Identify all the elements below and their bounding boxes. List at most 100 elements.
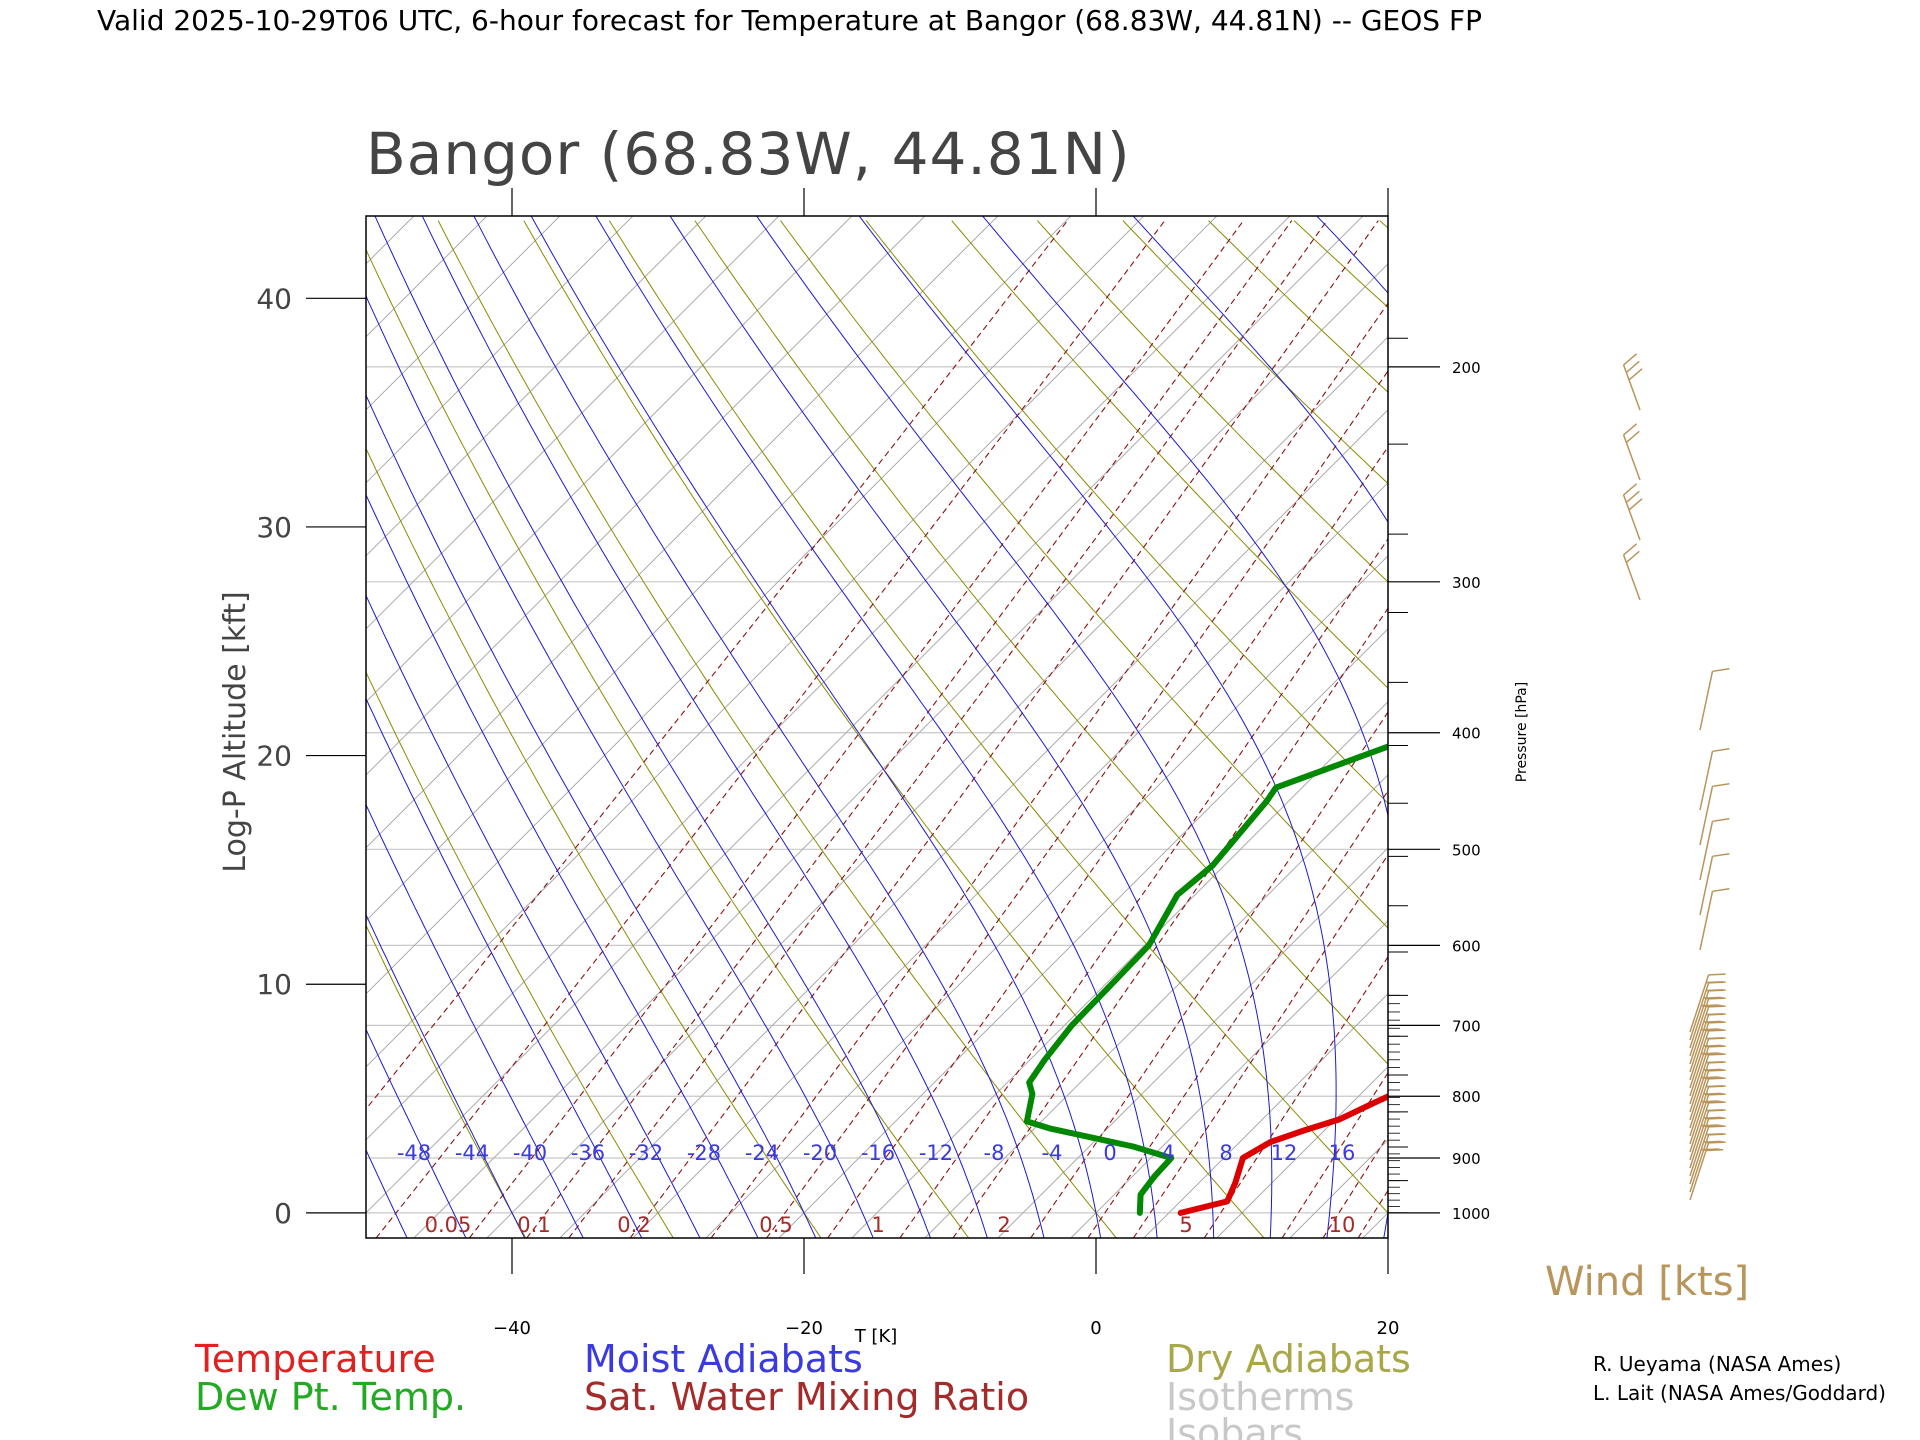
wind-barb bbox=[1689, 1141, 1726, 1201]
wind-barb-shape bbox=[1622, 483, 1643, 541]
wind-barb-flag bbox=[1625, 360, 1640, 373]
moist-adiabat-label: 4 bbox=[1161, 1141, 1174, 1165]
wind-barb-staff bbox=[1689, 1070, 1710, 1129]
wind-barb-flag bbox=[1625, 430, 1640, 443]
wind-barb bbox=[1689, 1125, 1726, 1185]
moist-adiabat-line bbox=[366, 394, 817, 1238]
moist-adiabat-label: 12 bbox=[1271, 1141, 1298, 1165]
isotherm-line bbox=[366, 216, 634, 484]
isotherm-line bbox=[366, 216, 1072, 922]
moist-adiabat-line bbox=[366, 1028, 467, 1238]
moist-adiabat-label: -20 bbox=[803, 1141, 837, 1165]
mixing-ratio-label: 0.2 bbox=[617, 1213, 650, 1237]
moist-adiabat-label: -48 bbox=[397, 1141, 431, 1165]
mixing-ratio-label: 1 bbox=[871, 1213, 884, 1237]
isotherm-line bbox=[778, 628, 1388, 1238]
wind-barb-flag bbox=[1703, 1044, 1721, 1047]
y-axis: 0 10 20 30 40 bbox=[256, 282, 366, 1230]
pressure-tick-label: 900 bbox=[1452, 1150, 1481, 1168]
isotherm-line bbox=[366, 216, 926, 776]
wind-barb-staff bbox=[1689, 1006, 1710, 1065]
moist-adiabat-line bbox=[421, 216, 988, 1238]
dry-adiabat-line bbox=[366, 671, 674, 1238]
moist-adiabat-line bbox=[366, 697, 643, 1238]
wind-barb-staff bbox=[1689, 1062, 1710, 1121]
legend: Temperature Dew Pt. Temp. Moist Adiabats… bbox=[194, 1337, 1411, 1440]
wind-barb-staff bbox=[1689, 1014, 1710, 1073]
mixing-ratio-line bbox=[710, 302, 1388, 1238]
dry-adiabat-line bbox=[608, 220, 1388, 1214]
mixing-ratio-line bbox=[629, 220, 1379, 1238]
dry-adiabat-line bbox=[1208, 220, 1388, 393]
moist-adiabat-line bbox=[669, 216, 1215, 1238]
plot-frame bbox=[365, 215, 1389, 1239]
wind-barb-shape bbox=[1689, 973, 1726, 1033]
chart-title: Bangor (68.83W, 44.81N) bbox=[366, 120, 1131, 188]
wind-label: Wind [kts] bbox=[1545, 1259, 1749, 1305]
wind-barb bbox=[1699, 818, 1730, 881]
legend-dewpoint: Dew Pt. Temp. bbox=[195, 1375, 466, 1419]
wind-barb-staff bbox=[1699, 821, 1714, 881]
isotherm-line bbox=[366, 216, 707, 557]
wind-barb-flag bbox=[1703, 1068, 1721, 1071]
isotherm-line bbox=[0, 216, 122, 1238]
wind-barb-staff bbox=[1699, 856, 1714, 916]
mixing-ratio-label: 0.05 bbox=[425, 1213, 472, 1237]
moist-adiabat-line bbox=[981, 216, 1388, 1238]
moist-adiabat-line bbox=[366, 594, 701, 1238]
dry-adiabat-line bbox=[1036, 220, 1388, 583]
wind-barb-flag bbox=[1706, 1061, 1724, 1064]
wind-barb-flag bbox=[1625, 550, 1640, 563]
y-tick-label: 20 bbox=[256, 740, 292, 773]
isotherm-line bbox=[1655, 216, 1920, 1238]
wind-barb-flag bbox=[1628, 368, 1643, 381]
wind-barb-flag bbox=[1706, 981, 1724, 984]
mixing-ratio-line bbox=[1203, 955, 1388, 1238]
isotherm-line bbox=[366, 216, 415, 265]
mixing-ratio-line bbox=[899, 537, 1388, 1238]
moist-adiabat-line bbox=[366, 294, 874, 1238]
dry-adiabat-line bbox=[1465, 221, 1920, 1238]
isotherm-line bbox=[366, 216, 561, 411]
wind-barb-staff bbox=[1689, 998, 1710, 1057]
moist-adiabat-labels: -48 -44 -40 -36 -32 -28 -24 -20 -16 -12 -8 -4 0 4 8 12 1… bbox=[397, 1141, 1356, 1165]
wind-barb-staff bbox=[1689, 1038, 1710, 1097]
wind-barb-flag bbox=[1701, 1028, 1719, 1031]
mixing-ratio-line bbox=[568, 220, 1328, 1238]
wind-barb-staff bbox=[1689, 1142, 1710, 1201]
pressure-tick-label: 600 bbox=[1452, 937, 1481, 955]
wind-barb-flag bbox=[1701, 1076, 1719, 1079]
isotherm-line bbox=[413, 263, 1388, 1238]
wind-barb-flag bbox=[1701, 1100, 1719, 1103]
mixing-ratio-line bbox=[1357, 1189, 1388, 1238]
moist-adiabat-label: -28 bbox=[687, 1141, 721, 1165]
wind-barb-staff bbox=[1689, 1086, 1710, 1145]
moist-adiabat-line bbox=[1667, 193, 1908, 1246]
moist-adiabat-label: -24 bbox=[745, 1141, 779, 1165]
wind-barb-staff bbox=[1689, 1030, 1710, 1089]
wind-barb-shape bbox=[1689, 1125, 1726, 1185]
isotherm-line bbox=[0, 216, 341, 1238]
wind-barb-flag bbox=[1703, 1092, 1721, 1095]
wind-barb-staff bbox=[1699, 786, 1714, 846]
wind-barb-flag bbox=[1706, 989, 1724, 992]
wind-barb-flag bbox=[1708, 973, 1726, 976]
wind-barb-staff bbox=[1689, 974, 1710, 1033]
moist-adiabat-line bbox=[1316, 216, 1388, 294]
x-tick-label: 20 bbox=[1377, 1318, 1400, 1339]
isotherm-line bbox=[366, 216, 1218, 1068]
wind-barb-flag bbox=[1703, 1140, 1721, 1143]
wind-barb-staff bbox=[1689, 990, 1710, 1049]
dewpoint-line bbox=[1023, 743, 1388, 1216]
dry-adiabat-line bbox=[523, 220, 1265, 1238]
wind-barb-flag bbox=[1706, 1109, 1724, 1112]
wind-barb bbox=[1622, 353, 1643, 411]
moist-adiabat-label: -44 bbox=[455, 1141, 489, 1165]
wind-barb-flag bbox=[1712, 668, 1730, 673]
wind-barb-flag bbox=[1712, 888, 1730, 893]
wind-barb-flag bbox=[1712, 818, 1730, 823]
wind-barb bbox=[1699, 888, 1730, 951]
wind-barb bbox=[1699, 748, 1730, 811]
credit-2: L. Lait (NASA Ames/Goddard) bbox=[1593, 1381, 1886, 1405]
wind-barb bbox=[1622, 543, 1641, 601]
